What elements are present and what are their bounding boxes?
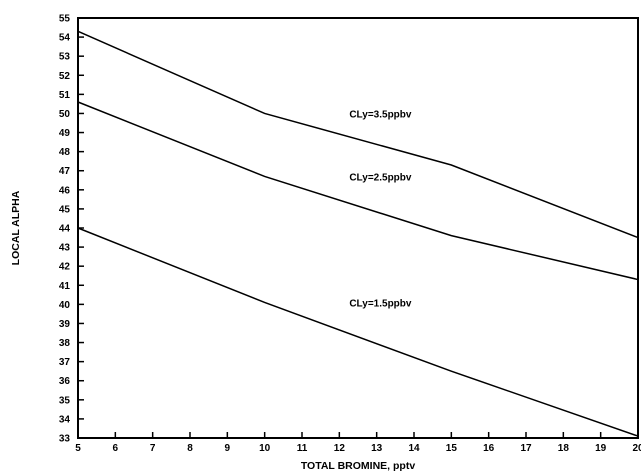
x-tick-label: 19 <box>595 443 607 454</box>
y-tick-label: 44 <box>59 224 71 235</box>
x-tick-label: 6 <box>113 443 119 454</box>
y-tick-label: 36 <box>59 376 71 387</box>
x-tick-label: 7 <box>150 443 156 454</box>
x-tick-label: 20 <box>632 443 641 454</box>
y-tick-label: 35 <box>59 395 71 406</box>
y-tick-label: 53 <box>59 52 71 63</box>
series-lines <box>77 30 639 437</box>
x-tick-label: 14 <box>408 443 420 454</box>
x-tick-label: 12 <box>334 443 346 454</box>
x-tick-label: 16 <box>483 443 495 454</box>
x-tick-label: 10 <box>259 443 271 454</box>
y-tick-label: 40 <box>59 300 71 311</box>
y-tick-label: 55 <box>59 14 71 25</box>
series-label: CLy=1.5ppbv <box>349 298 412 309</box>
y-tick-label: 45 <box>59 204 71 215</box>
x-axis-title: TOTAL BROMINE, pptv <box>301 460 415 472</box>
y-tick-label: 49 <box>59 128 71 139</box>
y-tick-label: 41 <box>59 281 71 292</box>
y-tick-label: 46 <box>59 185 71 196</box>
y-tick-label: 34 <box>59 414 71 425</box>
y-tick-label: 50 <box>59 109 71 120</box>
x-tick-label: 17 <box>520 443 532 454</box>
x-tick-label: 13 <box>371 443 383 454</box>
x-tick-label: 15 <box>446 443 458 454</box>
y-tick-label: 38 <box>59 338 71 349</box>
y-tick-label: 37 <box>59 357 71 368</box>
y-axis-title: LOCAL ALPHA <box>10 190 22 265</box>
x-tick-label: 8 <box>187 443 193 454</box>
y-tick-label: 43 <box>59 243 71 254</box>
series-label: CLy=3.5ppbv <box>349 109 412 120</box>
y-tick-label: 33 <box>59 434 71 445</box>
series-line <box>77 30 639 239</box>
y-tick-label: 48 <box>59 147 71 158</box>
x-tick-label: 11 <box>297 443 308 454</box>
axis-ticks <box>77 17 639 439</box>
series-label: CLy=2.5ppbv <box>349 172 412 183</box>
y-tick-label: 52 <box>59 71 71 82</box>
y-tick-label: 51 <box>59 90 71 101</box>
plot-frame <box>77 17 639 439</box>
series-line <box>77 101 639 281</box>
series-line <box>77 227 639 437</box>
y-tick-labels: 33 34 35 36 37 38 39 40 41 42 43 44 45 46 47 48 49 50 51 52… <box>59 14 71 445</box>
y-tick-label: 54 <box>59 33 71 44</box>
x-tick-label: 5 <box>75 443 81 454</box>
y-tick-label: 42 <box>59 262 71 273</box>
y-tick-label: 47 <box>59 166 71 177</box>
y-tick-label: 39 <box>59 319 71 330</box>
x-tick-labels: 5 6 7 8 9 10 11 12 13 14 15 16 17 18 19 20 <box>75 443 641 454</box>
x-tick-label: 9 <box>225 443 231 454</box>
series-labels: CLy=3.5ppbv CLy=2.5ppbv CLy=1.5ppbv <box>349 109 412 309</box>
x-tick-label: 18 <box>558 443 570 454</box>
